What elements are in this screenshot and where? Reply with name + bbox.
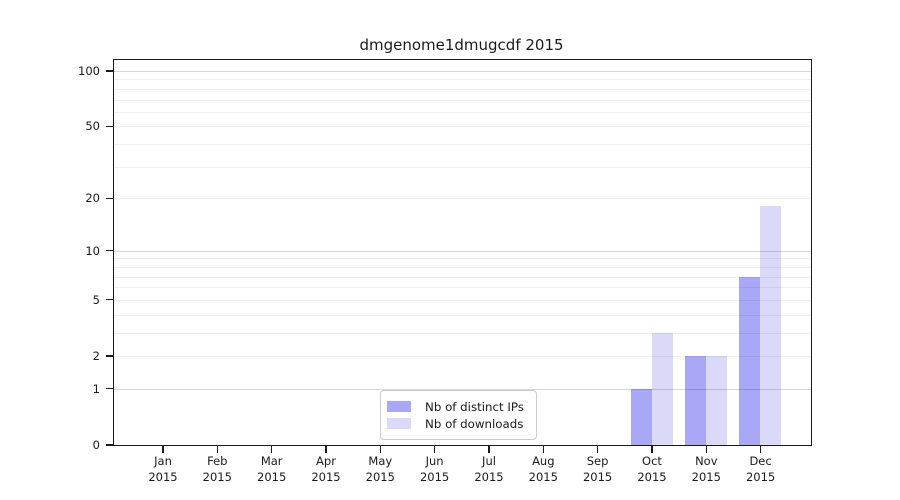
y-tick-label-20: 20 — [85, 191, 100, 206]
x-tick-mark-feb — [216, 446, 218, 454]
legend-label-distinct-ips: Nb of distinct IPs — [425, 399, 524, 414]
x-tick-mark-sep — [597, 446, 599, 454]
y-tick-label-10: 10 — [85, 243, 100, 258]
y-tick-label-1: 1 — [92, 381, 100, 396]
gridline-y-4 — [114, 314, 811, 316]
y-tick-mark-20 — [106, 197, 114, 199]
bar-distinct-ips-oct — [630, 388, 652, 445]
x-tick-mark-mar — [271, 446, 273, 454]
x-tick-label-oct: Oct 2015 — [637, 454, 667, 484]
x-tick-label-jun: Jun 2015 — [419, 454, 450, 484]
bar-downloads-oct — [651, 332, 673, 445]
gridline-y-8 — [114, 266, 811, 268]
gridline-y-30 — [114, 166, 811, 168]
x-tick-mark-jan — [162, 446, 164, 454]
gridline-y-9 — [114, 258, 811, 260]
y-tick-mark-0 — [106, 444, 114, 446]
plot-area: 0 1 2 5 10 20 50 100 Jan 2015 Feb 2015 Mar 2015 Ap… — [78, 59, 812, 484]
bar-downloads-nov — [705, 356, 727, 445]
x-tick-mark-jul — [488, 446, 490, 454]
x-tick-label-apr: Apr 2015 — [311, 454, 341, 484]
legend-swatch-distinct-ips — [387, 401, 411, 412]
legend-label-downloads: Nb of downloads — [425, 416, 524, 431]
gridline-y-60 — [114, 111, 811, 113]
x-tick-mark-may — [379, 446, 381, 454]
bar-distinct-ips-dec — [739, 276, 761, 445]
gridline-y-5 — [114, 299, 811, 301]
y-tick-mark-50 — [106, 125, 114, 128]
y-tick-mark-2 — [106, 355, 114, 357]
chart-title: dmgenome1dmugcdf 2015 — [359, 36, 564, 54]
y-tick-label-2: 2 — [92, 349, 100, 363]
bar-downloads-dec — [760, 206, 782, 445]
x-tick-label-jan: Jan 2015 — [148, 454, 178, 484]
gridline-y-100 — [114, 71, 811, 72]
gridline-y-1 — [114, 388, 811, 390]
y-tick-label-0: 0 — [92, 438, 100, 452]
x-tick-label-dec: Dec 2015 — [745, 454, 776, 484]
bar-distinct-ips-nov — [684, 356, 706, 445]
x-tick-mark-apr — [325, 446, 327, 454]
x-tick-mark-aug — [542, 446, 544, 454]
x-tick-label-may: May 2015 — [365, 454, 395, 484]
legend: Nb of distinct IPs Nb of downloads — [380, 390, 537, 440]
x-tick-label-feb: Feb 2015 — [202, 454, 232, 484]
legend-item-downloads: Nb of downloads — [387, 415, 524, 432]
x-tick-label-mar: Mar 2015 — [257, 454, 287, 484]
y-tick-label-5: 5 — [92, 292, 100, 307]
legend-item-distinct-ips: Nb of distinct IPs — [387, 398, 524, 415]
gridline-y-80 — [114, 88, 811, 90]
y-tick-label-50: 50 — [85, 119, 100, 134]
gridline-y-70 — [114, 99, 811, 101]
gridline-y-40 — [114, 144, 811, 146]
gridline-y-90 — [114, 79, 811, 81]
x-tick-label-aug: Aug 2015 — [528, 454, 558, 484]
x-tick-mark-jun — [434, 446, 436, 454]
x-tick-mark-dec — [760, 446, 762, 454]
y-tick-mark-1 — [106, 388, 114, 390]
x-tick-label-sep: Sep 2015 — [582, 454, 613, 484]
gridline-y-20 — [114, 198, 811, 200]
x-tick-label-jul: Jul 2015 — [474, 454, 504, 484]
gridline-y-2 — [114, 356, 811, 357]
x-tick-mark-nov — [705, 446, 707, 454]
x-tick-label-nov: Nov 2015 — [691, 454, 721, 484]
y-tick-mark-5 — [106, 299, 114, 301]
x-tick-mark-oct — [651, 446, 653, 454]
y-tick-mark-10 — [106, 250, 114, 252]
gridline-y-6 — [114, 287, 811, 289]
gridline-y-3 — [114, 332, 811, 334]
gridline-y-10 — [114, 250, 811, 252]
gridline-y-50 — [114, 126, 811, 128]
y-tick-mark-100 — [106, 70, 114, 72]
y-tick-label-100: 100 — [78, 64, 100, 78]
gridline-y-7 — [114, 276, 811, 278]
legend-swatch-downloads — [387, 418, 411, 429]
